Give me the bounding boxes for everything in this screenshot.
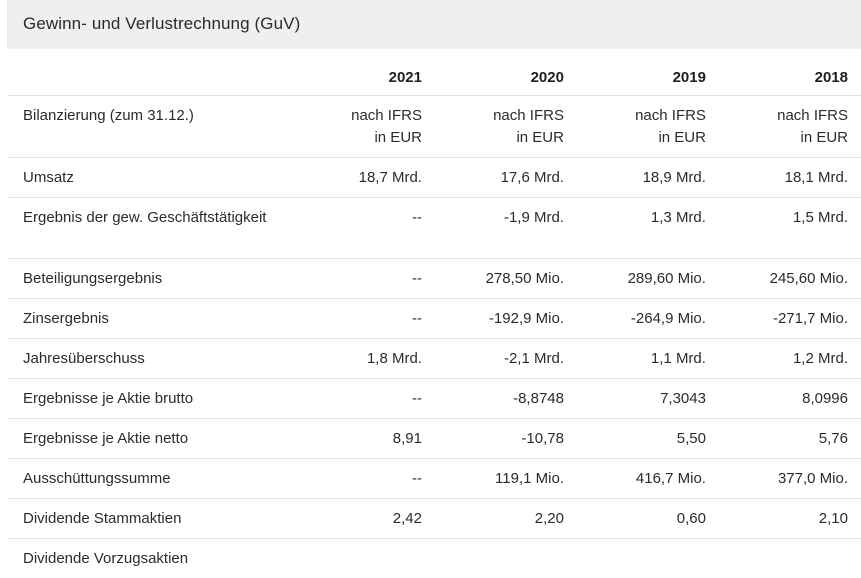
row-label: Ergebnisse je Aktie brutto — [7, 378, 293, 419]
cell-value: 245,60 Mio. — [718, 258, 861, 299]
cell-value — [719, 538, 861, 578]
cell-value — [577, 538, 719, 578]
cell-value: -2,1 Mrd. — [434, 338, 577, 379]
table-row-ausschuettungssumme: Ausschüttungssumme -- 119,1 Mio. 416,7 M… — [7, 458, 861, 499]
cell-value: -10,78 — [434, 418, 577, 459]
cell-value: 2,20 — [434, 498, 577, 539]
cell-value: 7,3043 — [576, 378, 719, 419]
cell-value: 289,60 Mio. — [576, 258, 719, 299]
cell-value: 119,1 Mio. — [434, 458, 577, 499]
row-label: Beteiligungsergebnis — [7, 258, 293, 299]
cell-value: 1,1 Mrd. — [576, 338, 719, 379]
row-label: Ergebnis der gew. Geschäftstätigkeit — [7, 197, 293, 259]
cell-value: -271,7 Mio. — [718, 298, 861, 339]
cell-value: nach IFRS in EUR — [434, 95, 577, 158]
cell-value: nach IFRS in EUR — [293, 95, 435, 158]
cell-value: -- — [293, 298, 435, 339]
table-row-umsatz: Umsatz 18,7 Mrd. 17,6 Mrd. 18,9 Mrd. 18,… — [7, 157, 861, 198]
cell-value: 8,0996 — [718, 378, 861, 419]
cell-value: -- — [293, 197, 435, 259]
cell-value: -8,8748 — [434, 378, 577, 419]
column-header-2019: 2019 — [576, 58, 719, 96]
cell-value: 278,50 Mio. — [434, 258, 577, 299]
column-header-2018: 2018 — [718, 58, 861, 96]
cell-value: nach IFRS in EUR — [576, 95, 719, 158]
guv-table: 2021 2020 2019 2018 Bilanzierung (zum 31… — [7, 58, 861, 578]
section-header: Gewinn- und Verlustrechnung (GuV) — [7, 0, 861, 49]
row-label: Ergebnisse je Aktie netto — [7, 418, 293, 459]
row-label: Dividende Stammaktien — [7, 498, 293, 539]
table-row-ergebnis-geschaeftstaetigkeit: Ergebnis der gew. Geschäftstätigkeit -- … — [7, 197, 861, 259]
cell-value: 8,91 — [293, 418, 435, 459]
cell-value: 2,10 — [718, 498, 861, 539]
table-row-bilanzierung: Bilanzierung (zum 31.12.) nach IFRS in E… — [7, 95, 861, 158]
cell-value: -192,9 Mio. — [434, 298, 577, 339]
cell-value: 1,2 Mrd. — [718, 338, 861, 379]
table-row-ergebnis-je-aktie-netto: Ergebnisse je Aktie netto 8,91 -10,78 5,… — [7, 418, 861, 459]
cell-value: -- — [293, 378, 435, 419]
cell-value: 416,7 Mio. — [576, 458, 719, 499]
cell-value: -- — [293, 458, 435, 499]
table-row-ergebnis-je-aktie-brutto: Ergebnisse je Aktie brutto -- -8,8748 7,… — [7, 378, 861, 419]
section-title: Gewinn- und Verlustrechnung (GuV) — [23, 14, 301, 33]
table-header-row: 2021 2020 2019 2018 — [7, 58, 861, 96]
table-row-zinsergebnis: Zinsergebnis -- -192,9 Mio. -264,9 Mio. … — [7, 298, 861, 339]
row-label: Jahresüberschuss — [7, 338, 293, 379]
row-label: Zinsergebnis — [7, 298, 293, 339]
cell-value — [435, 538, 577, 578]
cell-value: 2,42 — [293, 498, 435, 539]
cell-value: -- — [293, 258, 435, 299]
row-label: Ausschüttungssumme — [7, 458, 293, 499]
table-row-dividende-stammaktien: Dividende Stammaktien 2,42 2,20 0,60 2,1… — [7, 498, 861, 539]
cell-value: 5,50 — [576, 418, 719, 459]
cell-value: 0,60 — [576, 498, 719, 539]
column-header-2020: 2020 — [434, 58, 577, 96]
cell-value: -1,9 Mrd. — [434, 197, 577, 259]
table-row-dividende-vorzugsaktien: Dividende Vorzugsaktien — [7, 538, 861, 578]
column-header-2021: 2021 — [293, 58, 435, 96]
row-label: Dividende Vorzugsaktien — [23, 549, 189, 567]
cell-value: 18,1 Mrd. — [718, 157, 861, 198]
cell-value: 17,6 Mrd. — [434, 157, 577, 198]
cell-value: 1,5 Mrd. — [718, 197, 861, 259]
cell-value: 5,76 — [718, 418, 861, 459]
table-row-jahresueberschuss: Jahresüberschuss 1,8 Mrd. -2,1 Mrd. 1,1 … — [7, 338, 861, 379]
table-row-beteiligungsergebnis: Beteiligungsergebnis -- 278,50 Mio. 289,… — [7, 258, 861, 299]
row-label: Umsatz — [7, 157, 293, 198]
cell-value: 377,0 Mio. — [718, 458, 861, 499]
cell-value: 18,7 Mrd. — [293, 157, 435, 198]
cell-value: 18,9 Mrd. — [576, 157, 719, 198]
cell-value — [293, 538, 435, 578]
guv-table-container: 2021 2020 2019 2018 Bilanzierung (zum 31… — [7, 58, 861, 578]
cell-value: -264,9 Mio. — [576, 298, 719, 339]
column-header-label — [7, 58, 293, 96]
row-label: Bilanzierung (zum 31.12.) — [7, 95, 293, 158]
cell-value: nach IFRS in EUR — [718, 95, 861, 158]
cell-value: 1,3 Mrd. — [576, 197, 719, 259]
cell-value: 1,8 Mrd. — [293, 338, 435, 379]
